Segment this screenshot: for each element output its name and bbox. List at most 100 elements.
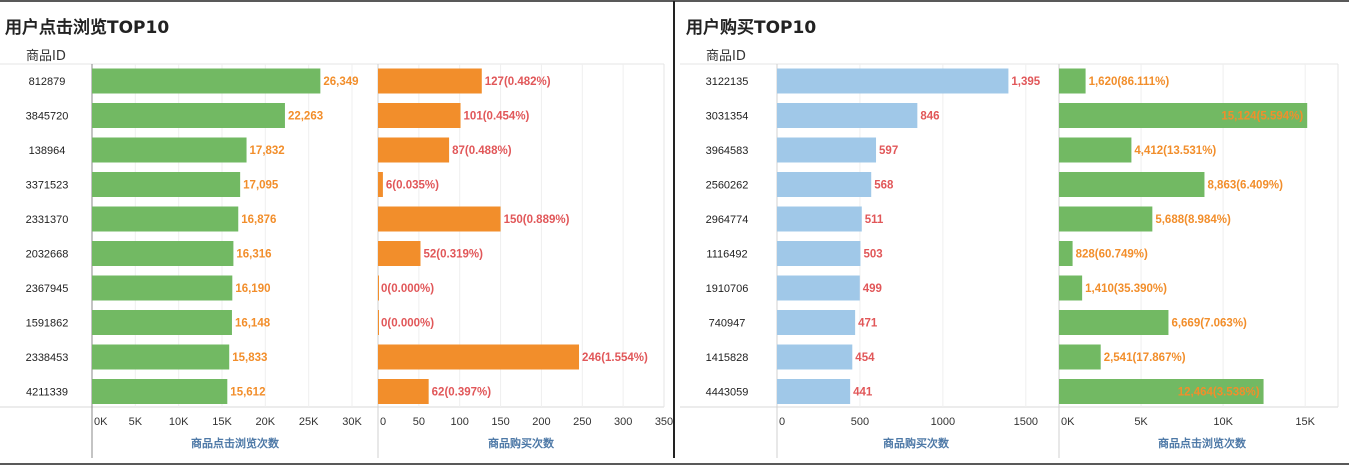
row-label-left: 4211339 [26, 387, 68, 399]
data-label-left: 127(0.482%) [485, 76, 551, 88]
bar-right [1059, 310, 1169, 335]
row-label-left: 812879 [29, 76, 66, 88]
tick-label-right: 1500 [1014, 416, 1038, 428]
data-label-left: 15,612 [230, 387, 265, 399]
row-label-left: 2032668 [26, 249, 69, 261]
row-label-left: 1591862 [26, 318, 69, 330]
tick-label-right: 500 [851, 416, 869, 428]
data-label-right: 5,688(8.984%) [1155, 214, 1231, 226]
tick-label-left: 25K [299, 416, 319, 428]
data-label-right: 454 [855, 352, 875, 364]
data-label-left: 17,832 [250, 145, 285, 157]
axis-title-left-purchases: 商品购买次数 [488, 436, 555, 450]
bar-right [777, 379, 851, 404]
data-label-right: 828(60.749%) [1076, 249, 1148, 261]
data-label-left: 62(0.397%) [432, 387, 492, 399]
data-label-right: 503 [863, 249, 882, 261]
row-label-left: 2367945 [26, 283, 69, 295]
data-label-left: 17,095 [243, 180, 279, 192]
row-label-right: 3031354 [706, 111, 749, 123]
data-label-left: 101(0.454%) [464, 111, 530, 123]
bar-left [378, 241, 421, 266]
bar-left [378, 379, 429, 404]
data-label-left: 16,876 [241, 214, 276, 226]
bar-left [92, 379, 228, 404]
bar-left [92, 137, 247, 163]
bar-left [92, 68, 321, 94]
data-label-left: 6(0.035%) [386, 180, 439, 192]
row-label-right: 2964774 [706, 214, 749, 226]
data-label-left: 26,349 [323, 76, 358, 88]
chart-title-right: 用户购买TOP10 [686, 17, 816, 38]
tick-label-right: 1000 [931, 416, 955, 428]
tick-label-left: 150 [491, 416, 509, 428]
bar-left [92, 103, 285, 128]
bar-left [92, 241, 234, 266]
data-label-right: 441 [853, 387, 873, 399]
data-label-left: 16,190 [235, 283, 270, 295]
bar-right [1059, 275, 1083, 301]
bar-right [777, 241, 861, 266]
bar-right [1059, 344, 1101, 370]
data-label-right: 846 [920, 111, 939, 123]
tick-label-left: 250 [573, 416, 591, 428]
tick-label-right: 15K [1295, 416, 1315, 428]
data-label-left: 150(0.889%) [504, 214, 570, 226]
data-label-left: 16,148 [235, 318, 271, 330]
bar-right [777, 172, 872, 197]
data-label-right: 6,669(7.063%) [1171, 318, 1247, 330]
data-label-right: 8,863(6.409%) [1207, 180, 1283, 192]
row-label-right: 740947 [709, 318, 746, 330]
data-label-left: 16,316 [236, 249, 271, 261]
tick-label-left: 200 [532, 416, 550, 428]
bar-left [378, 103, 461, 128]
bar-right [1059, 172, 1205, 197]
bar-right [1059, 206, 1153, 232]
data-label-right: 499 [863, 283, 882, 295]
tick-label-left: 10K [169, 416, 189, 428]
tick-label-left: 300 [614, 416, 632, 428]
row-label-right: 4443059 [706, 387, 749, 399]
bar-left [378, 137, 450, 163]
bar-left [378, 206, 501, 232]
row-label-right: 1116492 [706, 249, 747, 261]
bar-left [92, 206, 239, 232]
bar-right [777, 344, 853, 370]
row-header-right: 商品ID [706, 49, 746, 64]
row-label-right: 1910706 [706, 283, 749, 295]
tick-label-right: 10K [1213, 416, 1233, 428]
row-label-left: 2331370 [26, 214, 69, 226]
bar-right [1059, 68, 1086, 94]
data-label-right: 1,410(35.390%) [1085, 283, 1167, 295]
bar-right [777, 137, 877, 163]
data-label-right: 12,464(3.538%) [1178, 387, 1260, 399]
tick-label-left: 100 [451, 416, 469, 428]
data-label-left: 52(0.319%) [423, 249, 483, 261]
data-label-left: 15,833 [232, 352, 267, 364]
row-label-right: 3964583 [706, 145, 749, 157]
bar-right [1059, 241, 1073, 266]
bar-left [92, 275, 233, 301]
bar-left [378, 275, 379, 301]
data-label-left: 0(0.000%) [381, 283, 434, 295]
tick-label-right: 5K [1134, 416, 1148, 428]
data-label-right: 1,395 [1011, 76, 1040, 88]
data-label-right: 2,541(17.867%) [1104, 352, 1186, 364]
data-label-right: 1,620(86.111%) [1089, 76, 1170, 88]
tick-label-left: 50 [413, 416, 425, 428]
row-label-left: 3845720 [26, 111, 69, 123]
row-label-left: 3371523 [26, 180, 69, 192]
tick-label-left: 0 [380, 416, 386, 428]
tick-label-right: 0K [1061, 416, 1075, 428]
bar-left [92, 310, 232, 335]
data-label-left: 0(0.000%) [381, 318, 434, 330]
chart-title-left: 用户点击浏览TOP10 [5, 17, 169, 38]
bar-right [777, 310, 856, 335]
data-label-right: 568 [874, 180, 894, 192]
bar-left [92, 344, 230, 370]
tick-label-left: 15K [212, 416, 232, 428]
tick-label-left: 0K [94, 416, 108, 428]
row-label-right: 3122135 [706, 76, 749, 88]
bar-right [1059, 379, 1264, 404]
